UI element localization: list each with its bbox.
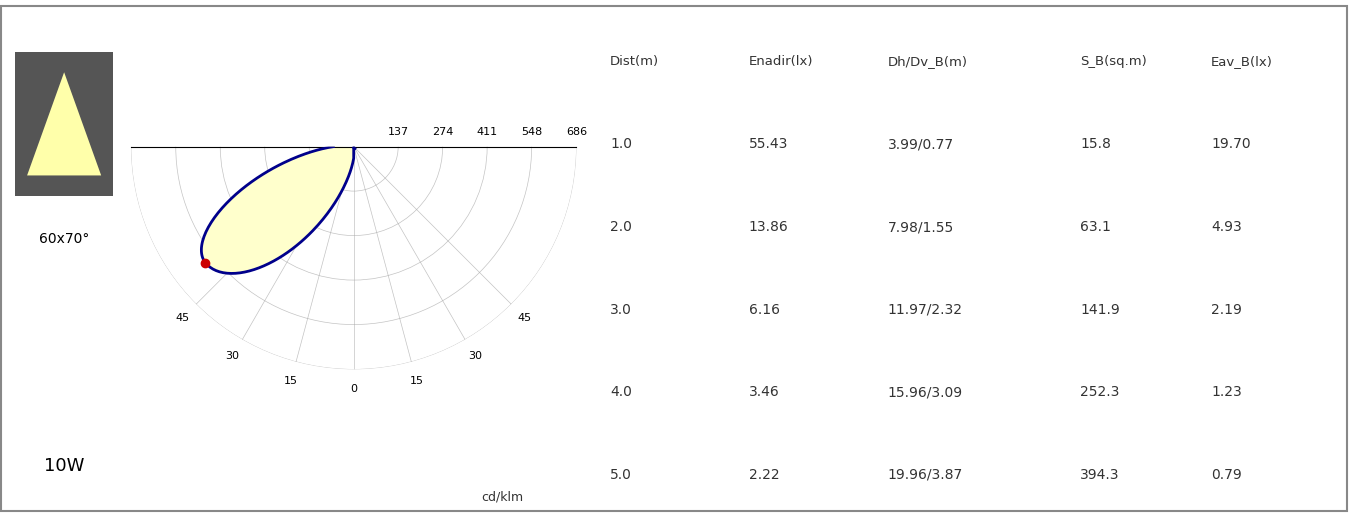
Text: 5.0: 5.0	[610, 467, 632, 482]
Text: S_B(sq.m): S_B(sq.m)	[1080, 55, 1148, 69]
Text: 15.96/3.09: 15.96/3.09	[887, 385, 963, 399]
Text: 3.0: 3.0	[610, 302, 632, 317]
Text: Dh/Dv_B(m): Dh/Dv_B(m)	[887, 55, 968, 69]
Text: 55.43: 55.43	[749, 137, 788, 152]
Text: 60x70°: 60x70°	[39, 232, 89, 246]
Text: 252.3: 252.3	[1080, 385, 1119, 399]
Text: 2.22: 2.22	[749, 467, 779, 482]
Text: 2.0: 2.0	[610, 220, 632, 234]
Bar	[15, 52, 113, 196]
Polygon shape	[201, 147, 355, 273]
Text: 3.46: 3.46	[749, 385, 779, 399]
Text: 10W: 10W	[45, 457, 84, 475]
Text: 4.93: 4.93	[1211, 220, 1242, 234]
Text: 63.1: 63.1	[1080, 220, 1111, 234]
Text: 394.3: 394.3	[1080, 467, 1119, 482]
Text: 141.9: 141.9	[1080, 302, 1120, 317]
Text: Eav_B(lx): Eav_B(lx)	[1211, 55, 1273, 69]
Text: 4.0: 4.0	[610, 385, 632, 399]
Text: 11.97/2.32: 11.97/2.32	[887, 302, 963, 317]
Text: Enadir(lx): Enadir(lx)	[749, 55, 813, 69]
Text: 15.8: 15.8	[1080, 137, 1111, 152]
Polygon shape	[27, 72, 101, 175]
Text: 19.70: 19.70	[1211, 137, 1251, 152]
Text: 6.16: 6.16	[749, 302, 780, 317]
Text: 1.0: 1.0	[610, 137, 632, 152]
Text: 1.23: 1.23	[1211, 385, 1242, 399]
Text: 7.98/1.55: 7.98/1.55	[887, 220, 953, 234]
Text: 19.96/3.87: 19.96/3.87	[887, 467, 963, 482]
Text: cd/klm: cd/klm	[481, 491, 522, 504]
Text: Dist(m): Dist(m)	[610, 55, 659, 69]
Text: 0.79: 0.79	[1211, 467, 1242, 482]
Text: 2.19: 2.19	[1211, 302, 1242, 317]
Text: 13.86: 13.86	[749, 220, 788, 234]
Text: 3.99/0.77: 3.99/0.77	[887, 137, 953, 152]
